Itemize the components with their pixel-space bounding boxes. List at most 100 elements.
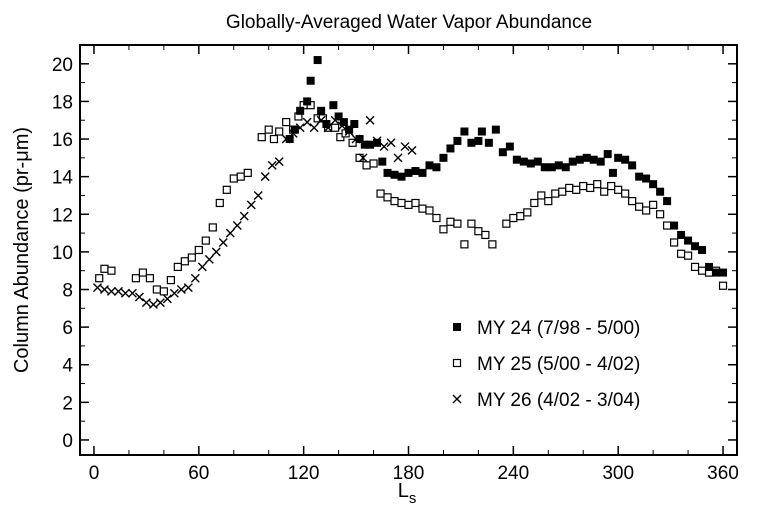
data-point	[222, 185, 231, 194]
data-point	[407, 145, 417, 155]
data-point	[509, 213, 518, 223]
data-point	[670, 221, 679, 230]
data-point	[148, 300, 158, 310]
data-point	[519, 157, 528, 166]
data-point	[593, 180, 602, 189]
legend-marker	[452, 358, 462, 368]
chart-title: Globally-Averaged Water Vapor Abundance	[226, 12, 592, 33]
data-point	[684, 236, 693, 245]
data-point	[267, 160, 277, 170]
data-point	[628, 161, 637, 170]
legend-label: MY 25 (5/00 - 4/02)	[477, 354, 640, 375]
data-point	[683, 251, 693, 260]
y-tick-label: 16	[52, 130, 73, 151]
y-tick-label: 18	[52, 92, 73, 113]
data-point	[603, 150, 612, 159]
data-point	[718, 281, 728, 290]
data-point	[642, 174, 651, 183]
data-point	[159, 287, 168, 296]
data-point	[614, 153, 623, 162]
data-point	[411, 198, 420, 208]
data-point	[194, 245, 203, 255]
data-point	[551, 189, 560, 198]
data-point	[697, 266, 707, 275]
data-point	[446, 217, 455, 226]
legend-item: MY 25 (5/00 - 4/02)	[452, 354, 640, 375]
data-point	[329, 101, 338, 110]
y-tick-label: 4	[62, 356, 73, 377]
legend-marker	[452, 394, 462, 404]
data-point	[530, 198, 539, 208]
x-tick-label: 360	[707, 463, 739, 484]
y-tick-label: 0	[62, 431, 73, 452]
data-point	[561, 163, 570, 172]
data-point	[345, 125, 354, 134]
data-point	[100, 264, 109, 273]
data-point	[397, 198, 406, 208]
data-point	[698, 246, 707, 254]
data-point	[712, 268, 721, 277]
data-point	[120, 288, 130, 298]
data-point	[568, 157, 577, 166]
data-point	[290, 125, 299, 134]
data-point	[309, 123, 319, 133]
data-point	[362, 161, 371, 170]
data-point	[460, 240, 469, 249]
data-point	[676, 249, 686, 258]
data-point	[225, 228, 235, 238]
data-point	[180, 257, 189, 266]
series-2	[95, 101, 728, 296]
data-point	[366, 140, 375, 149]
data-point	[439, 153, 448, 162]
data-point	[365, 115, 375, 125]
data-point	[127, 288, 137, 298]
data-point	[572, 185, 581, 194]
data-point	[176, 285, 186, 294]
data-point	[355, 135, 364, 144]
data-point	[635, 172, 644, 181]
data-point	[547, 163, 556, 172]
data-point	[169, 288, 179, 298]
data-point	[411, 167, 420, 176]
data-point	[481, 230, 490, 240]
data-point	[313, 56, 322, 65]
data-point	[358, 153, 368, 163]
data-point	[669, 238, 679, 247]
data-point	[512, 155, 521, 164]
data-point	[275, 127, 284, 136]
data-point	[467, 219, 476, 228]
data-point	[162, 294, 172, 304]
data-point	[317, 106, 326, 115]
data-point	[600, 187, 609, 196]
y-tick-label: 10	[52, 243, 73, 264]
data-point	[197, 262, 207, 272]
data-point	[453, 219, 462, 228]
x-tick-label: 60	[188, 463, 209, 484]
data-point	[211, 247, 221, 257]
data-point	[656, 210, 665, 219]
legend: MY 24 (7/98 - 5/00) MY 25 (5/00 - 4/02) MY…	[452, 318, 640, 411]
data-point	[99, 285, 109, 294]
data-point	[596, 157, 605, 166]
data-point	[173, 262, 182, 272]
x-axis-label-main: L	[398, 480, 409, 502]
data-point	[306, 76, 315, 85]
data-point	[107, 266, 116, 275]
data-point	[663, 221, 672, 230]
data-point	[239, 211, 249, 221]
data-point	[446, 144, 455, 153]
data-point	[516, 212, 525, 221]
data-point	[204, 254, 214, 264]
data-point	[656, 187, 665, 196]
data-point	[579, 181, 588, 191]
data-point	[269, 134, 279, 144]
data-point	[488, 240, 497, 249]
data-point	[540, 163, 549, 172]
data-point	[92, 283, 102, 293]
data-point	[558, 187, 567, 196]
data-point	[296, 106, 305, 115]
data-point	[376, 189, 385, 198]
data-point	[544, 197, 553, 206]
data-point	[505, 142, 514, 151]
